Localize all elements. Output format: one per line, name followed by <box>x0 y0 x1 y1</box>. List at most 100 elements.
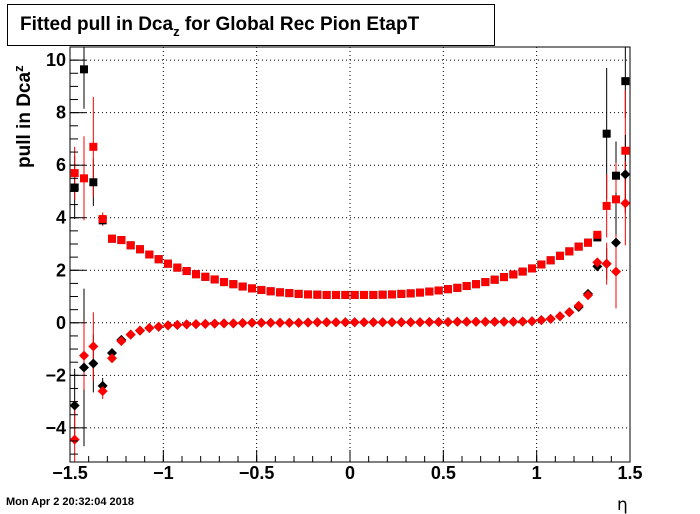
data-point-diamond <box>125 329 136 340</box>
data-point-diamond <box>377 317 388 328</box>
data-point-diamond <box>116 336 127 347</box>
data-point-square <box>434 286 443 295</box>
data-point-diamond <box>153 321 164 332</box>
data-point-square <box>462 282 471 291</box>
y-tick-label: −2 <box>45 365 66 385</box>
data-point-diamond <box>228 318 239 329</box>
data-point-diamond <box>97 380 108 391</box>
data-point-square <box>593 230 602 239</box>
data-point-square <box>425 287 434 296</box>
data-point-square <box>602 201 611 210</box>
data-point-square <box>164 259 172 268</box>
data-point-square <box>341 290 350 299</box>
data-point-diamond <box>461 316 472 327</box>
chart-title-rest: for Global Rec Pion EtapT <box>179 14 420 35</box>
data-point-diamond <box>69 434 80 445</box>
data-point-diamond <box>387 317 397 328</box>
data-point-square <box>276 288 284 297</box>
data-point-square <box>350 290 359 299</box>
data-point-diamond <box>545 313 556 324</box>
data-point-diamond <box>312 317 323 328</box>
data-point-diamond <box>340 317 351 328</box>
data-point-diamond <box>620 198 631 209</box>
data-point-square <box>406 289 415 298</box>
data-point-diamond <box>536 315 547 326</box>
data-point-square <box>126 241 135 250</box>
data-point-square <box>210 275 219 284</box>
y-tick-label: 2 <box>56 260 66 280</box>
data-point-square <box>294 289 303 298</box>
data-point-diamond <box>79 362 89 373</box>
data-point-square <box>481 278 490 287</box>
data-point-diamond <box>452 316 463 327</box>
data-point-diamond <box>405 317 416 328</box>
y-tick-label: −4 <box>45 418 66 438</box>
data-point-square <box>453 283 462 292</box>
data-point-square <box>509 270 518 279</box>
data-point-diamond <box>69 400 80 411</box>
data-point-square <box>546 256 555 265</box>
data-point-square <box>621 146 630 155</box>
data-point-diamond <box>433 317 444 328</box>
data-point-diamond <box>489 316 500 327</box>
data-point-diamond <box>564 307 575 318</box>
chart-title: Fitted pull in Dcaz for Global Rec Pion … <box>7 4 495 46</box>
data-point-square <box>584 238 592 247</box>
data-point-diamond <box>200 318 211 329</box>
data-point-square <box>80 65 88 74</box>
y-tick-label: 0 <box>56 313 66 333</box>
data-point-square <box>369 290 378 299</box>
data-point-square <box>332 290 340 299</box>
data-point-square <box>98 215 107 224</box>
data-point-square <box>574 242 583 251</box>
data-point-diamond <box>592 257 603 268</box>
data-point-square <box>154 255 163 264</box>
y-tick-label: 6 <box>56 155 66 175</box>
data-point-diamond <box>191 319 201 330</box>
data-point-diamond <box>601 258 612 269</box>
data-point-square <box>238 282 247 291</box>
data-point-square <box>397 289 406 298</box>
data-point-diamond <box>611 266 621 277</box>
data-point-square <box>556 251 564 260</box>
data-point-square <box>304 290 312 299</box>
x-tick-label: 1 <box>532 463 542 483</box>
data-point-diamond <box>471 316 481 327</box>
data-point-diamond <box>88 341 99 352</box>
tick-label-layer: −1.5 −1 −0.5 0 0.5 1 1.5 −4 −2 0 2 4 6 8 10 <box>45 50 642 483</box>
data-point-square <box>136 245 144 254</box>
data-point-square <box>612 171 620 180</box>
data-point-square <box>537 260 546 269</box>
data-point-diamond <box>424 317 435 328</box>
data-point-diamond <box>163 320 173 331</box>
data-point-diamond <box>480 316 491 327</box>
data-point-diamond <box>144 323 155 334</box>
data-point-square <box>70 169 79 178</box>
data-point-square <box>145 250 154 259</box>
data-point-square <box>108 234 116 243</box>
data-point-diamond <box>256 317 267 328</box>
data-point-square <box>285 289 294 298</box>
data-point-square <box>322 290 331 299</box>
data-point-square <box>518 267 527 276</box>
data-point-diamond <box>247 317 257 328</box>
y-axis-label: pull in Dcaz <box>11 65 35 168</box>
data-point-diamond <box>265 317 276 328</box>
chart-title-subscript: z <box>173 24 180 39</box>
data-point-square <box>117 236 126 245</box>
data-point-diamond <box>321 317 332 328</box>
data-point-diamond <box>508 316 519 327</box>
data-point-square <box>612 195 620 204</box>
data-point-diamond <box>219 318 229 329</box>
data-point-square <box>70 183 79 192</box>
x-tick-label: −1 <box>153 463 174 483</box>
data-point-diamond <box>368 317 379 328</box>
data-point-square <box>313 290 322 299</box>
data-point-square <box>621 77 630 86</box>
data-point-square <box>565 247 574 256</box>
data-point-diamond <box>88 358 99 369</box>
data-point-square <box>201 272 210 281</box>
data-point-diamond <box>79 350 89 361</box>
data-point-diamond <box>97 386 108 397</box>
